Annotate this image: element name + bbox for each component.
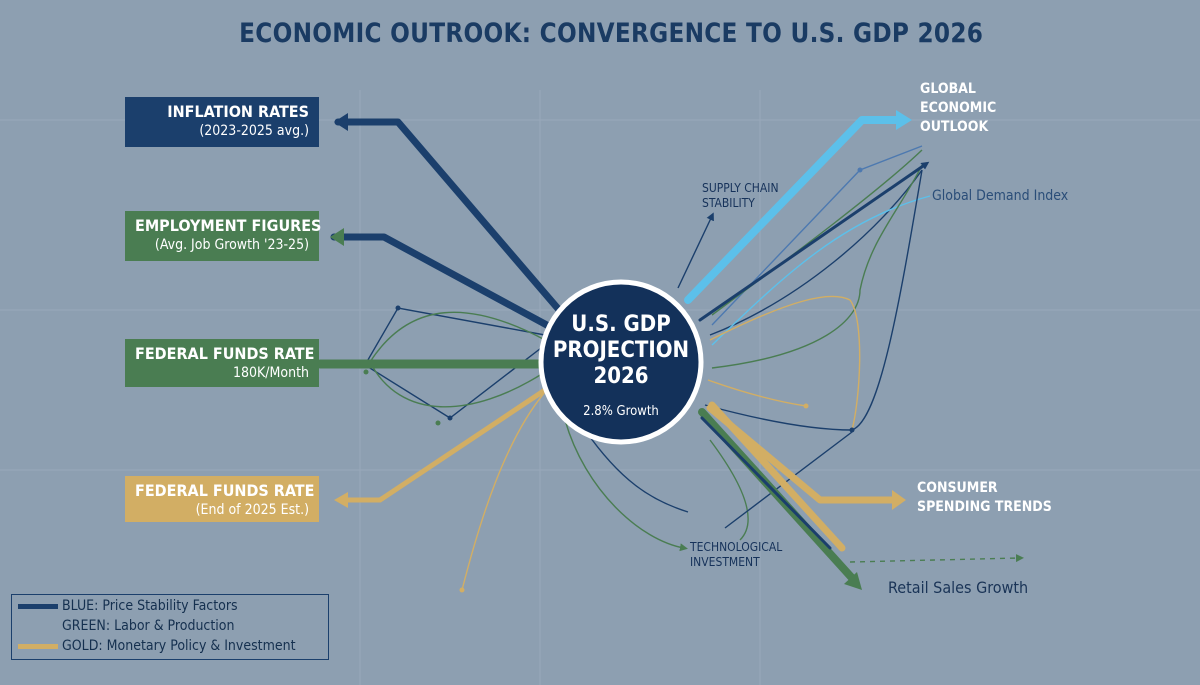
consumer-spending-label: CONSUMER SPENDING TRENDS bbox=[917, 479, 1052, 517]
employment-arrow bbox=[330, 233, 560, 334]
gold-right-loop bbox=[709, 295, 861, 431]
label-line: TECHNOLOGICAL bbox=[690, 540, 783, 554]
inflation-rates-box: INFLATION RATES (2023-2025 avg.) bbox=[125, 97, 319, 147]
thick-arrows bbox=[315, 110, 930, 590]
federal-funds-rate-est-box: FEDERAL FUNDS RATE (End of 2025 Est.) bbox=[125, 476, 319, 522]
supply-chain-label: SUPPLY CHAIN STABILITY bbox=[702, 181, 779, 211]
employment-figures-box: EMPLOYMENT FIGURES (Avg. Job Growth '23-… bbox=[125, 211, 322, 261]
box-subtitle: (Avg. Job Growth '23-25) bbox=[154, 237, 309, 253]
green-dashed-retail bbox=[849, 554, 1024, 563]
gold-right-small bbox=[707, 379, 807, 407]
center-title-line: 2026 bbox=[593, 364, 649, 389]
blue-right-bottom bbox=[704, 169, 923, 431]
label-line: GLOBAL bbox=[920, 81, 976, 97]
blue-right-lower bbox=[709, 169, 923, 336]
blue-thin-down bbox=[584, 429, 689, 513]
blue-tech-line bbox=[724, 431, 853, 529]
global-demand-arrow bbox=[698, 161, 930, 322]
legend-item-blue: BLUE: Price Stability Factors bbox=[18, 598, 238, 618]
label-line: STABILITY bbox=[702, 196, 755, 210]
green-thin-down bbox=[564, 419, 688, 552]
label-line: INVESTMENT bbox=[690, 555, 760, 569]
legend-swatch bbox=[18, 603, 58, 609]
gold-thin-down-left bbox=[461, 391, 546, 591]
legend-swatch bbox=[18, 624, 58, 629]
legend-item-green: GREEN: Labor & Production bbox=[18, 618, 234, 638]
center-title-line: PROJECTION bbox=[552, 338, 690, 363]
global-outlook-label: GLOBAL ECONOMIC OUTLOOK bbox=[920, 80, 996, 137]
global-demand-label: Global Demand Index bbox=[932, 188, 1069, 204]
center-node bbox=[538, 279, 704, 445]
box-subtitle: 180K/Month bbox=[232, 365, 309, 381]
thin-connectors bbox=[363, 145, 1024, 593]
legend-swatch bbox=[18, 643, 58, 649]
label-line: SPENDING TRENDS bbox=[917, 499, 1052, 515]
inflation-arrow bbox=[334, 118, 570, 322]
box-title: INFLATION RATES bbox=[167, 102, 309, 121]
label-line: ECONOMIC bbox=[920, 100, 997, 116]
green-thin-right-arc bbox=[709, 439, 749, 541]
green-right-middle bbox=[711, 164, 923, 369]
box-title: EMPLOYMENT FIGURES bbox=[135, 216, 322, 235]
legend-label: GREEN: Labor & Production bbox=[62, 618, 235, 634]
page-title: ECONOMIC OUTROOK: CONVERGENCE TO U.S. GD… bbox=[239, 18, 984, 49]
legend-label: BLUE: Price Stability Factors bbox=[62, 598, 238, 614]
retail-sales-gold-arrow bbox=[708, 401, 846, 552]
legend: BLUE: Price Stability Factors GREEN: Lab… bbox=[11, 594, 329, 660]
center-title: U.S. GDP PROJECTION 2026 bbox=[541, 312, 701, 390]
box-title: FEDERAL FUNDS RATE bbox=[135, 344, 315, 363]
legend-label: GOLD: Monetary Policy & Investment bbox=[62, 638, 296, 654]
center-subtitle: 2.8% Growth bbox=[583, 404, 659, 419]
retail-sales-label: Retail Sales Growth bbox=[888, 578, 1029, 597]
supply-chain-line bbox=[677, 212, 714, 289]
background-grid bbox=[0, 90, 1200, 685]
center-title-line: U.S. GDP bbox=[571, 312, 671, 337]
label-line: CONSUMER bbox=[917, 480, 998, 496]
box-subtitle: (2023-2025 avg.) bbox=[199, 123, 309, 139]
label-line: SUPPLY CHAIN bbox=[702, 181, 779, 195]
federal-funds-gold-arrow bbox=[337, 385, 551, 503]
legend-item-gold: GOLD: Monetary Policy & Investment bbox=[18, 638, 296, 658]
blue-down-arrow bbox=[700, 416, 832, 550]
tech-investment-label: TECHNOLOGICAL INVESTMENT bbox=[690, 540, 782, 570]
global-outlook-arrow bbox=[684, 116, 908, 304]
box-title: FEDERAL FUNDS RATE bbox=[135, 481, 315, 500]
federal-funds-rate-box: FEDERAL FUNDS RATE 180K/Month bbox=[125, 339, 319, 387]
demand-index-line bbox=[711, 195, 931, 346]
label-line: OUTLOOK bbox=[920, 119, 989, 135]
box-subtitle: (End of 2025 Est.) bbox=[195, 502, 309, 518]
